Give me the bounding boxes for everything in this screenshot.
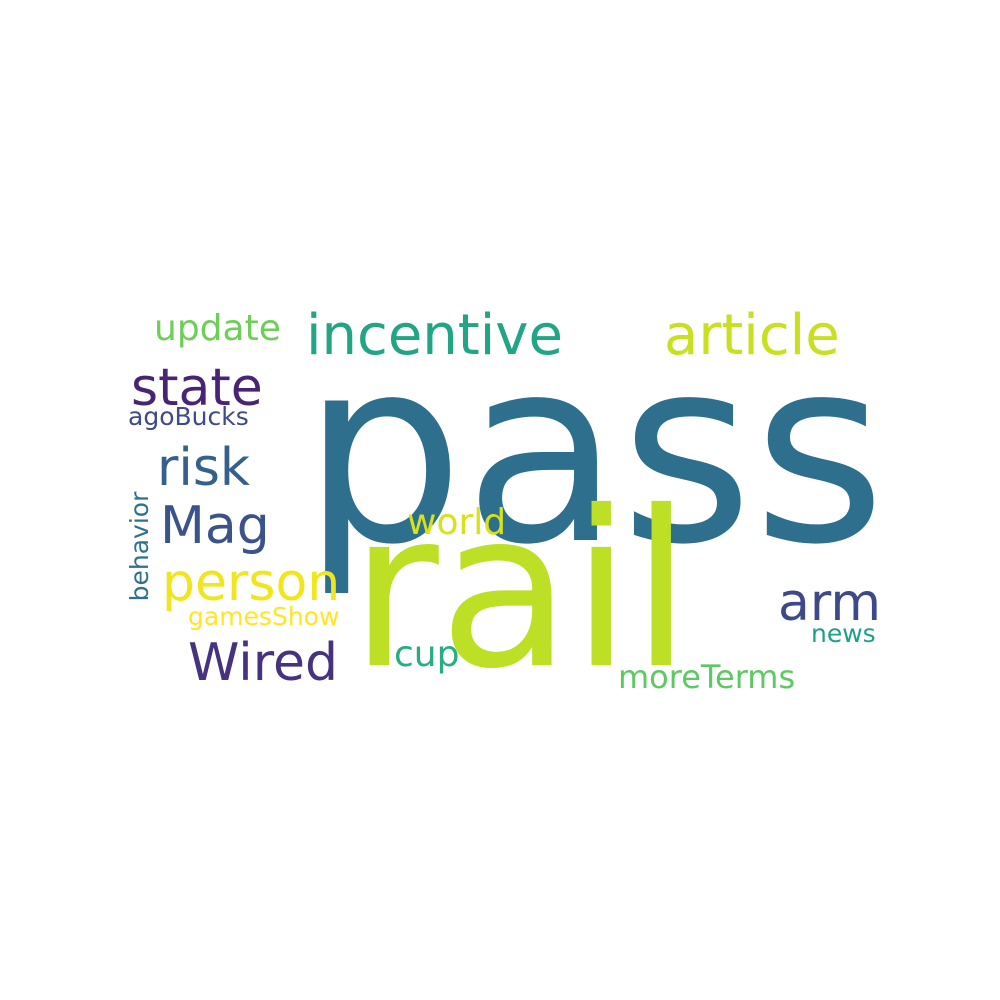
word-person: person — [162, 553, 341, 613]
word-mag: Mag — [160, 496, 270, 556]
word-news: news — [811, 619, 876, 648]
word-risk: risk — [157, 438, 251, 498]
word-world: world — [407, 502, 507, 543]
word-arm: arm — [778, 573, 881, 633]
word-article: article — [664, 303, 840, 368]
word-state: state — [131, 358, 263, 418]
word-cup: cup — [394, 634, 460, 675]
word-agobucks: agoBucks — [128, 402, 249, 431]
word-behavior: behavior — [125, 491, 154, 602]
word-pass: pass — [302, 304, 886, 601]
word-rail: rail — [350, 465, 692, 716]
word-moreterms: moreTerms — [618, 658, 796, 696]
word-update: update — [154, 308, 281, 349]
word-gamesshow: gamesShow — [188, 602, 340, 631]
word-wired: Wired — [188, 633, 338, 693]
word-incentive: incentive — [306, 303, 563, 368]
